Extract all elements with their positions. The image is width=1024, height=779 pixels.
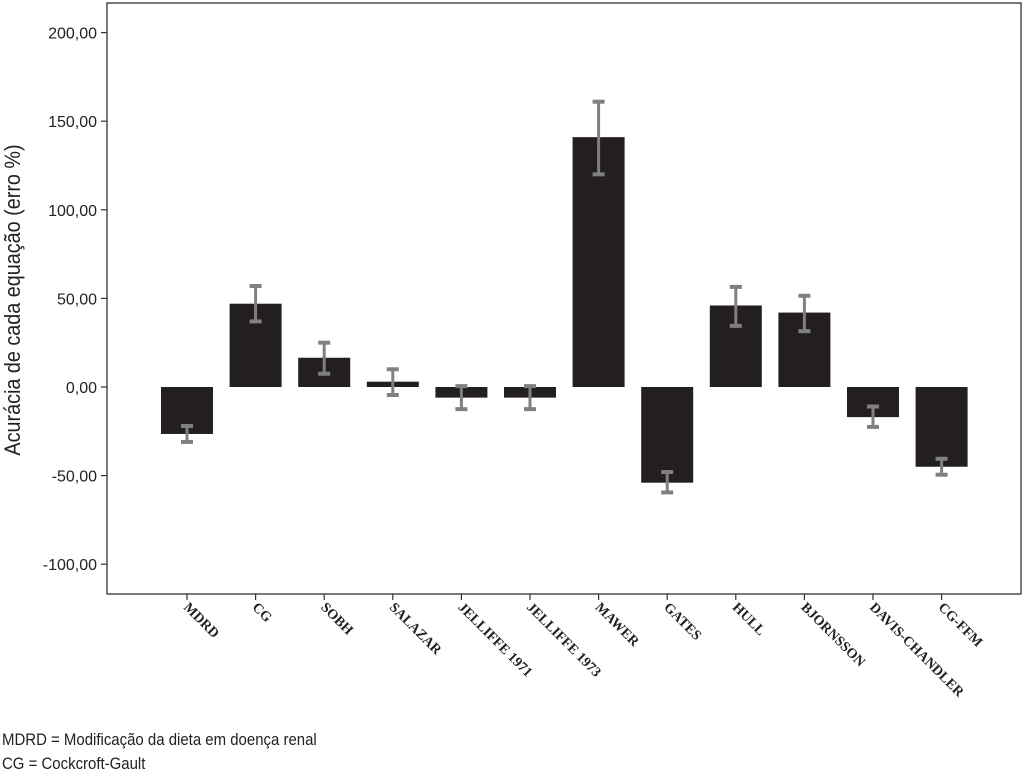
footnote-cg: CG = Cockcroft-Gault bbox=[2, 754, 146, 773]
x-tick-label: GATES bbox=[660, 600, 704, 644]
x-tick-label: CG-FFM bbox=[935, 600, 985, 650]
y-axis-label: Acurácia de cada equação (erro %) bbox=[1, 144, 25, 455]
x-tick-label: CG bbox=[249, 600, 275, 626]
bar-mawer bbox=[572, 137, 625, 387]
plot-frame bbox=[106, 2, 1022, 595]
y-tick-label: 50,00 bbox=[57, 291, 97, 308]
footnote-mdrd: MDRD = Modificação da dieta em doença re… bbox=[2, 730, 317, 749]
x-tick-label: MDRD bbox=[180, 600, 221, 641]
x-tick-label: MAWER bbox=[592, 600, 642, 650]
bar-cg-ffm bbox=[915, 387, 968, 467]
bar-gates bbox=[641, 387, 694, 483]
x-tick-label: BJORNSSON bbox=[798, 600, 868, 670]
y-tick-label: 200,00 bbox=[48, 26, 97, 43]
y-tick-label: 150,00 bbox=[48, 114, 97, 131]
x-tick-label: SALAZAR bbox=[386, 600, 445, 659]
x-tick-label: HULL bbox=[729, 600, 768, 639]
x-tick-label: SOBH bbox=[317, 600, 355, 638]
y-tick-label: -100,00 bbox=[43, 557, 97, 574]
x-tick-label: JELLIFFE 1971 bbox=[455, 600, 535, 680]
x-tick-label: JELLIFFE 1973 bbox=[523, 600, 603, 680]
y-tick-label: 100,00 bbox=[48, 203, 97, 220]
y-tick-label: -50,00 bbox=[52, 469, 97, 486]
y-tick-label: 0,00 bbox=[66, 380, 97, 397]
